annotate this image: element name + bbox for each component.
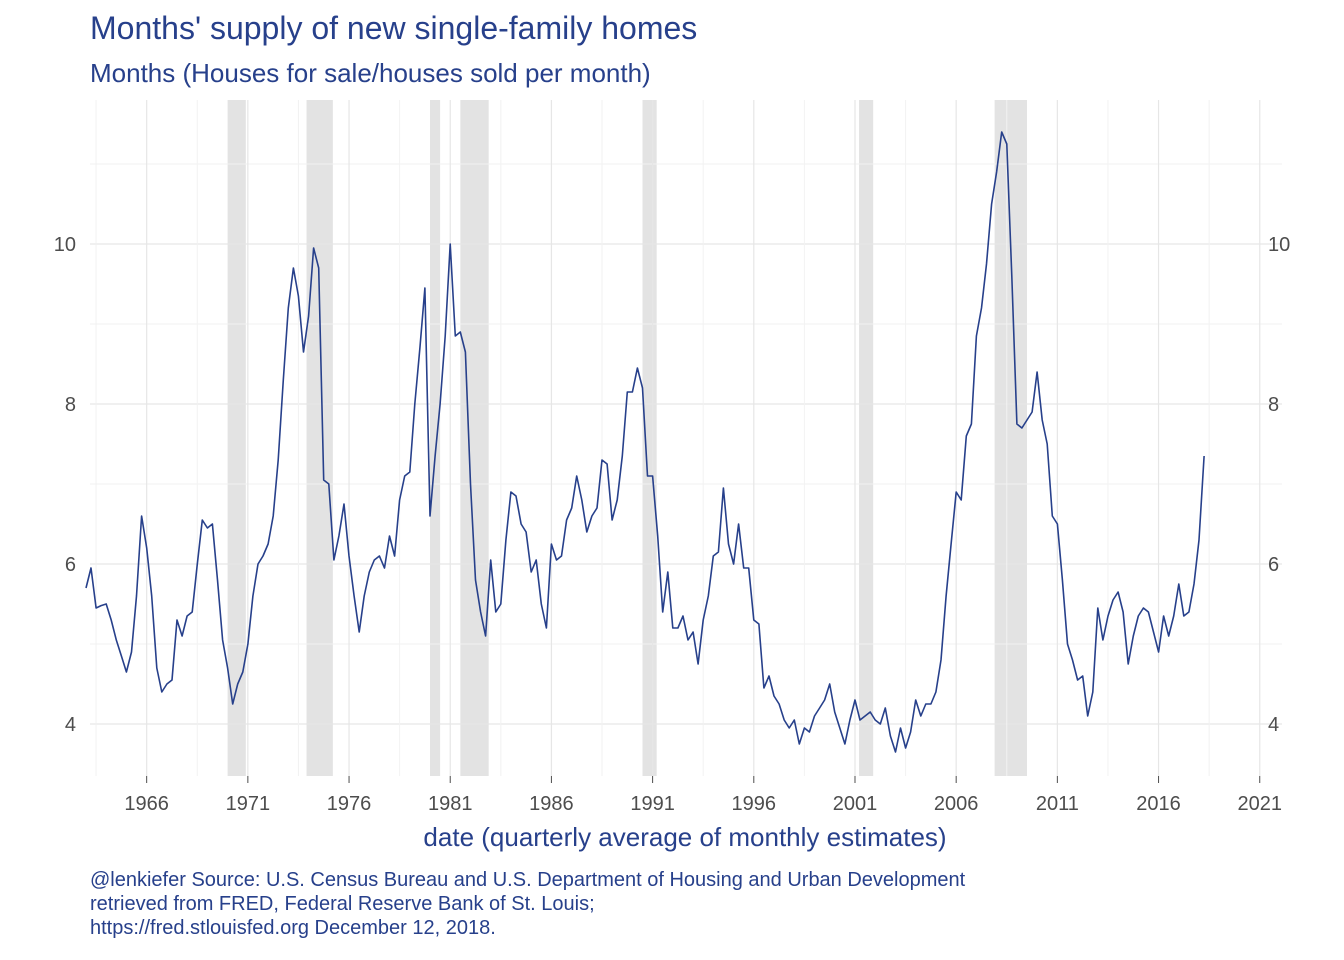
y-tick-label-right-0: 4 bbox=[1268, 714, 1279, 736]
x-tick-label-2: 1976 bbox=[327, 793, 372, 815]
y-tick-label-right-3: 10 bbox=[1268, 234, 1290, 256]
y-tick-label-left-0: 4 bbox=[65, 714, 76, 736]
y-tick-label-left-3: 10 bbox=[54, 234, 76, 256]
chart-title: Months' supply of new single-family home… bbox=[90, 10, 698, 46]
chart-caption: @lenkiefer Source: U.S. Census Bureau an… bbox=[90, 868, 965, 940]
recession-band-1 bbox=[306, 100, 333, 776]
y-tick-label-left-1: 6 bbox=[65, 554, 76, 576]
recession-band-6 bbox=[994, 100, 1028, 776]
series-layer bbox=[85, 131, 1205, 753]
x-tick-label-8: 2006 bbox=[934, 793, 979, 815]
recession-band-3 bbox=[460, 100, 489, 776]
x-tick-label-10: 2016 bbox=[1136, 793, 1181, 815]
caption-line-2: retrieved from FRED, Federal Reserve Ban… bbox=[90, 893, 595, 915]
x-tick-label-3: 1981 bbox=[428, 793, 473, 815]
y-tick-label-right-2: 8 bbox=[1268, 394, 1279, 416]
y-tick-label-right-1: 6 bbox=[1268, 554, 1279, 576]
x-tick-label-5: 1991 bbox=[630, 793, 675, 815]
x-tick-label-6: 1996 bbox=[732, 793, 777, 815]
recession-band-5 bbox=[859, 100, 874, 776]
recession-band-2 bbox=[429, 100, 441, 776]
x-tick-label-7: 2001 bbox=[833, 793, 878, 815]
x-tick-label-4: 1986 bbox=[529, 793, 574, 815]
x-tick-label-1: 1971 bbox=[226, 793, 271, 815]
y-tick-label-left-2: 8 bbox=[65, 394, 76, 416]
grid-lines bbox=[90, 100, 1282, 776]
axes: 1966 1971 1976 1981 1986 1991 1996 2001 2006 2011… bbox=[54, 234, 1291, 815]
x-axis-label: date (quarterly average of monthly estim… bbox=[423, 822, 947, 852]
series-line-0 bbox=[85, 131, 1205, 753]
x-tick-label-9: 2011 bbox=[1036, 793, 1079, 815]
recession-bands bbox=[227, 100, 1028, 776]
x-tick-label-11: 2021 bbox=[1237, 793, 1282, 815]
caption-line-1: @lenkiefer Source: U.S. Census Bureau an… bbox=[90, 869, 966, 891]
x-tick-label-0: 1966 bbox=[124, 793, 169, 815]
chart-subtitle: Months (Houses for sale/houses sold per … bbox=[90, 58, 651, 88]
recession-band-0 bbox=[227, 100, 246, 776]
caption-line-3: https://fred.stlouisfed.org December 12,… bbox=[90, 917, 496, 939]
